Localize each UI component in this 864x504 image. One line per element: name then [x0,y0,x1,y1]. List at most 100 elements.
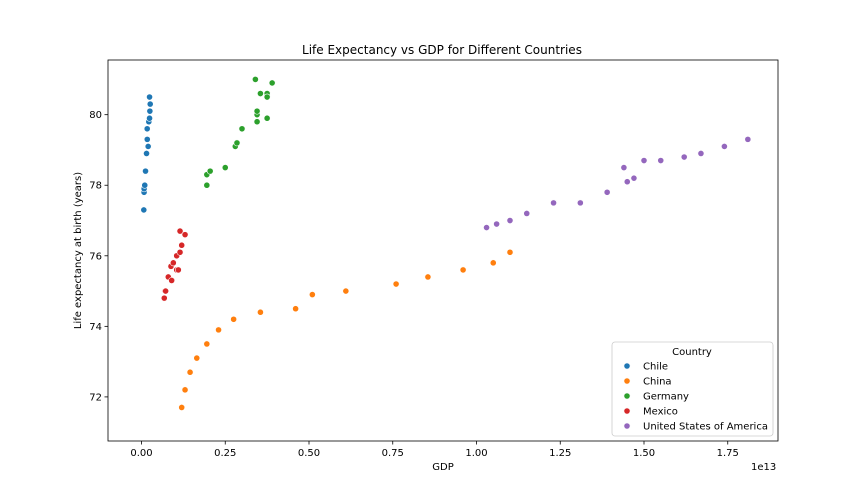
axes-frame [107,59,779,442]
data-point [550,199,557,207]
data-point [721,143,728,150]
data-point [215,326,222,334]
data-point [489,259,497,267]
data-point [392,280,400,288]
data-point [506,248,514,256]
x-tick-label: 0.25 [214,448,236,459]
data-point [459,266,467,274]
x-tick-label: 0.75 [382,448,404,459]
x-tick-label: 1.75 [717,448,739,459]
data-point [144,143,152,150]
series-united-states-of-america [483,135,752,231]
x-tick-label: 0.00 [130,448,152,459]
legend-label: Germany [643,392,689,403]
data-point [657,157,665,164]
data-point [342,287,350,295]
y-tick-label: 80 [89,110,102,121]
y-tick-label: 78 [89,181,102,192]
legend-entry: Germany [623,392,689,403]
data-point [176,248,184,256]
legend: Country Chile China Germany Mexico United St… [611,341,774,437]
data-point [233,139,241,147]
data-point [263,93,271,101]
data-point [178,241,186,249]
y-tick-label: 74 [89,322,102,333]
data-point [143,150,150,157]
data-point [193,354,201,362]
legend-marker [623,377,631,385]
data-point [206,167,214,175]
x-tick-label: 1.50 [633,448,655,459]
plot-area [140,76,752,411]
data-point [203,181,211,189]
data-point [253,107,261,115]
data-point [680,153,688,161]
data-point [178,404,186,411]
data-point [140,206,148,214]
data-point [620,164,628,171]
chart-title: Life Expectancy vs GDP for Different Cou… [302,43,582,57]
series-china [178,248,514,411]
data-point [623,178,631,186]
legend-label: United States of America [643,422,768,433]
data-point [186,368,194,376]
legend-marker [623,422,631,430]
legend-marker [623,392,631,400]
y-tick-label: 72 [89,392,102,403]
legend-entry: Chile [623,362,668,373]
data-point [169,259,177,267]
data-point [744,135,752,143]
data-point [483,224,490,231]
data-point [143,125,151,133]
data-point [506,217,514,224]
series-chile [140,93,154,214]
data-point [253,118,261,126]
legend-entry: China [623,377,672,388]
x-axis-label: GDP [432,462,453,473]
data-point [251,76,259,83]
y-tick-label: 76 [89,251,102,262]
data-point [203,340,211,348]
legend-marker [623,407,631,415]
legend-label: Mexico [643,407,678,418]
data-point [168,277,176,284]
data-point [176,227,184,235]
y-axis-label: Life expectancy at birth (years) [73,172,84,329]
data-point [174,266,182,274]
data-point [221,164,229,171]
data-point [146,114,153,122]
x-tick-label: 1.25 [549,448,571,459]
data-point [160,294,168,302]
series-mexico [160,227,189,302]
data-point [162,287,170,295]
x-axis-offset-text: 1e13 [751,462,776,473]
data-point [181,386,189,394]
data-point [268,79,276,87]
data-point [142,167,149,175]
legend-entry: United States of America [623,422,768,433]
legend-title: Country [672,347,712,358]
y-axis: 72 74 76 78 80 [89,110,108,403]
data-point [238,125,246,133]
x-tick-label: 1.00 [465,448,487,459]
data-point [576,199,584,207]
data-point [523,210,531,217]
data-point [143,135,151,143]
data-point [141,181,149,189]
data-point [230,315,238,323]
data-point [263,114,271,122]
legend-marker [623,362,631,370]
data-point [292,305,299,313]
series-germany [203,76,276,189]
legend-label: China [643,377,672,388]
data-point [146,100,154,108]
data-point [697,150,705,157]
data-point [146,93,153,101]
data-point [257,308,264,316]
legend-box [611,341,774,437]
data-point [640,157,648,164]
data-point [493,220,500,228]
data-point [308,291,316,298]
